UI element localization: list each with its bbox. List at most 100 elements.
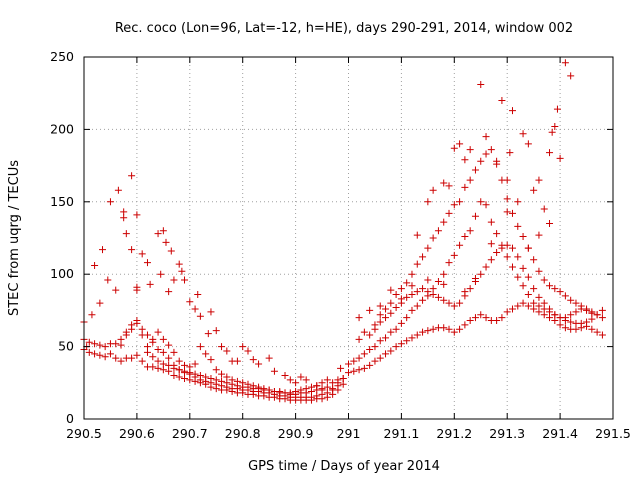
data-point [477,81,485,89]
data-point [440,296,448,304]
data-point [477,157,485,165]
data-point [170,364,178,372]
data-point [117,357,125,365]
y-tick-label: 50 [58,339,74,354]
data-point [181,367,189,375]
data-point [561,324,569,332]
data-point [482,314,490,322]
data-point [553,105,561,113]
data-point [429,234,437,242]
data-point [519,130,527,138]
data-point [165,288,173,296]
data-point [493,317,501,325]
data-point [450,144,458,152]
data-point [498,96,506,104]
data-point [360,364,368,372]
data-point [207,356,215,364]
data-point [96,351,104,359]
data-point [456,140,464,148]
data-point [175,357,183,365]
data-point [387,328,395,336]
data-point [196,372,204,380]
data-point [218,370,226,378]
data-point [408,270,416,278]
data-point [244,383,252,391]
data-point [408,334,416,342]
data-point [535,308,543,316]
data-point [114,186,122,194]
data-point [471,275,479,283]
data-point [91,350,99,358]
data-point [366,306,374,314]
data-point [461,183,469,191]
y-tick-label: 150 [50,194,74,209]
data-point [133,211,141,219]
x-tick-label: 291.2 [436,426,472,441]
data-point [424,288,432,296]
data-point [434,277,442,285]
data-point [419,285,427,293]
data-point [561,314,569,322]
data-point [598,331,606,339]
data-point [350,357,358,365]
data-point [392,290,400,298]
data-point [524,244,532,252]
data-point [122,230,130,238]
data-point [85,348,93,356]
data-point [96,341,104,349]
x-tick-label: 291 [337,426,361,441]
data-point [572,299,580,307]
data-point [345,360,352,368]
data-point [519,282,527,290]
data-point [429,186,437,194]
data-point [128,325,136,333]
data-point [292,379,300,387]
data-point [477,311,485,319]
data-point [276,387,284,395]
data-point [88,311,96,319]
data-point [133,351,141,359]
data-point [249,356,257,364]
data-point [598,314,606,322]
data-point [204,330,212,338]
data-point [128,354,136,362]
data-point [471,166,479,174]
x-tick-label: 290.5 [66,426,102,441]
data-point [530,305,538,313]
data-point [440,280,448,288]
data-point [186,298,194,306]
data-point [360,328,368,336]
data-point [471,212,479,220]
data-point [96,299,104,307]
data-point [286,376,294,384]
data-point [112,286,120,294]
x-tick-label: 290.8 [225,426,261,441]
data-point [337,364,345,372]
data-point [154,230,162,238]
data-point [450,201,458,209]
data-point [403,293,411,301]
data-point [162,238,170,246]
data-point [392,343,400,351]
data-point [191,360,199,368]
data-point [170,372,178,380]
data-point [265,354,273,362]
x-tick-label: 290.6 [119,426,155,441]
data-point [154,328,162,336]
data-point [112,354,120,362]
data-point [239,343,247,351]
y-axis-label: STEC from uqrg / TECUs [7,160,22,316]
data-point [133,286,141,294]
data-points [80,59,606,404]
data-point [350,367,358,375]
data-point [471,314,479,322]
data-point [440,218,448,226]
data-point [397,319,405,327]
data-point [186,369,194,377]
data-point [297,386,305,394]
data-point [376,354,384,362]
data-point [572,308,580,316]
data-point [181,276,189,284]
data-point [445,325,453,333]
data-point [165,354,173,362]
